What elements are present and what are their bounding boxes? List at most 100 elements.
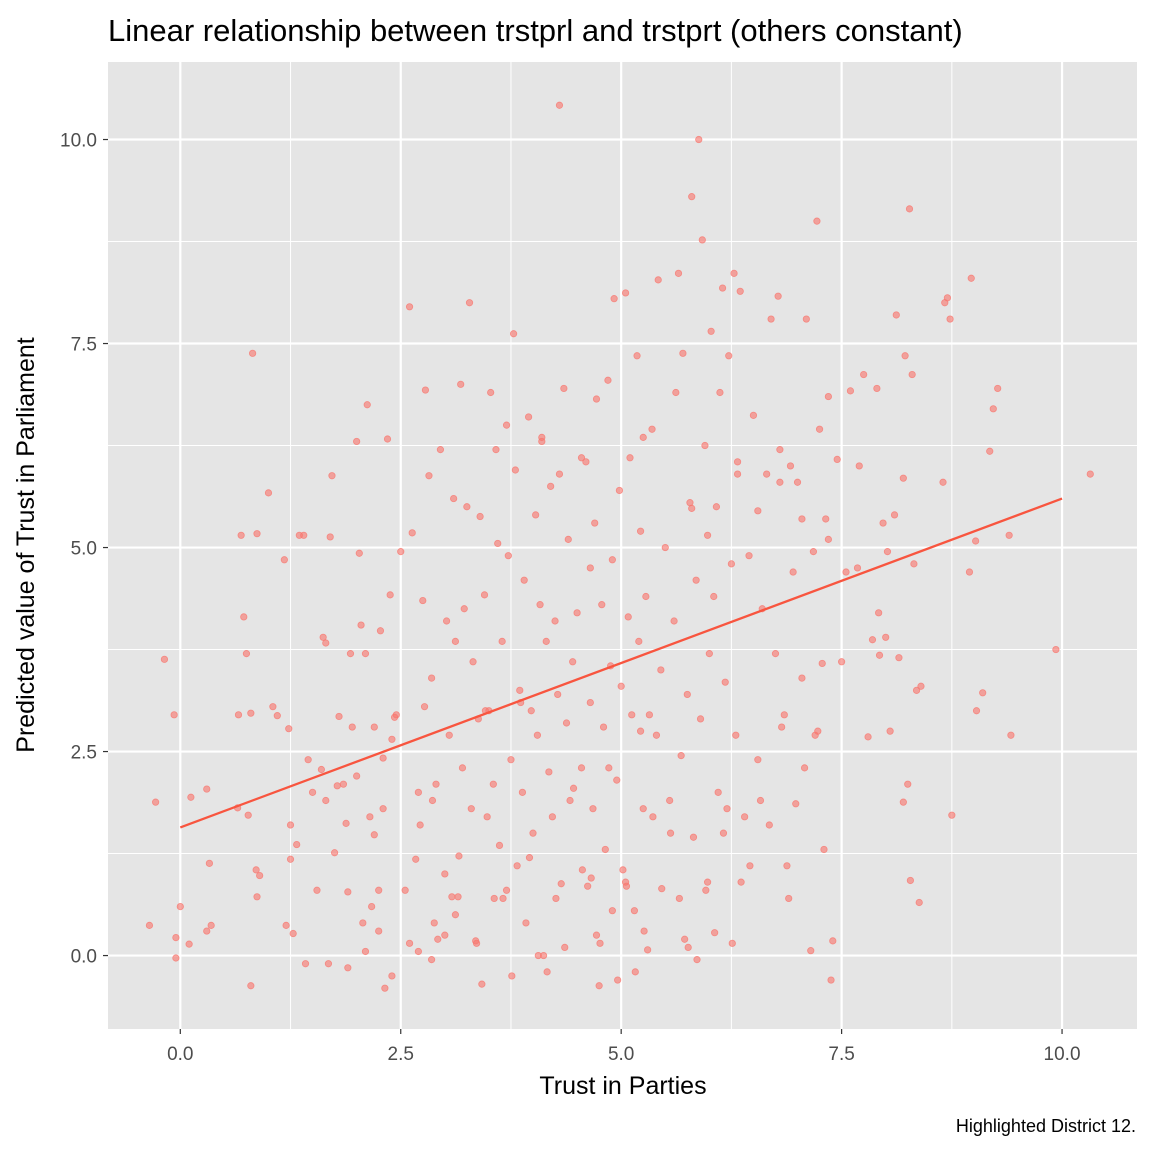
data-point	[741, 813, 749, 821]
data-point	[304, 756, 312, 764]
data-point	[448, 893, 456, 901]
x-tick-label: 2.5	[388, 1044, 414, 1065]
data-point	[388, 735, 396, 743]
data-point	[994, 384, 1002, 393]
data-point	[240, 613, 248, 621]
data-point	[979, 689, 987, 697]
data-point	[901, 352, 909, 360]
data-point	[824, 392, 832, 401]
data-point	[533, 731, 542, 739]
data-point	[639, 433, 647, 441]
data-point	[730, 269, 738, 277]
data-point	[649, 813, 657, 821]
data-point	[807, 947, 815, 955]
data-point	[293, 840, 301, 849]
data-point	[714, 788, 722, 796]
data-point	[498, 637, 506, 645]
data-point	[564, 535, 572, 543]
data-point	[610, 295, 618, 303]
data-point	[383, 435, 392, 443]
data-point	[538, 433, 546, 441]
data-point	[529, 829, 537, 837]
data-point	[434, 935, 442, 943]
data-point	[716, 388, 724, 397]
data-point	[727, 560, 735, 568]
data-point	[467, 805, 475, 813]
x-tick-label: 0.0	[167, 1044, 193, 1065]
data-point	[335, 712, 343, 721]
data-point	[324, 960, 333, 968]
data-point	[543, 968, 551, 976]
data-point	[701, 441, 709, 450]
data-point	[986, 447, 994, 455]
data-point	[322, 639, 330, 647]
data-point	[692, 576, 700, 584]
data-point	[416, 821, 424, 829]
data-point	[428, 956, 436, 964]
data-point	[375, 886, 383, 894]
data-point	[648, 425, 656, 433]
data-point	[732, 731, 740, 739]
data-point	[203, 785, 211, 793]
data-point	[586, 564, 594, 572]
data-point	[552, 894, 560, 903]
data-point	[613, 776, 621, 784]
data-point	[510, 330, 518, 338]
data-point	[890, 511, 899, 519]
data-point	[584, 882, 592, 890]
data-point	[696, 715, 705, 723]
data-point	[545, 768, 553, 776]
data-point	[527, 707, 535, 715]
data-point	[247, 982, 255, 990]
data-point	[520, 576, 528, 584]
data-point	[445, 731, 453, 739]
data-point	[379, 805, 387, 813]
data-point	[172, 934, 180, 942]
data-point	[386, 591, 394, 599]
data-point	[577, 764, 586, 772]
data-point	[698, 236, 706, 244]
data-point	[478, 980, 486, 988]
data-point	[499, 894, 507, 903]
data-point	[809, 548, 817, 556]
data-point	[430, 919, 438, 927]
data-point	[566, 796, 574, 805]
data-point	[319, 633, 327, 641]
data-point	[689, 833, 698, 841]
data-point	[628, 711, 636, 719]
chart-title: Linear relationship between trstprl and …	[108, 13, 963, 48]
data-point	[693, 956, 701, 964]
data-point	[344, 964, 352, 972]
data-point	[683, 690, 691, 699]
data-point	[441, 870, 449, 878]
data-point	[1086, 470, 1094, 478]
data-point	[237, 531, 245, 539]
data-point	[562, 719, 571, 727]
data-point	[745, 552, 753, 560]
data-point	[425, 472, 433, 480]
data-point	[442, 617, 451, 625]
data-point	[401, 886, 409, 894]
data-point	[749, 411, 758, 419]
data-point	[582, 458, 590, 466]
data-point	[721, 678, 729, 686]
data-point	[253, 893, 261, 901]
data-point	[441, 931, 449, 939]
data-point	[657, 666, 665, 674]
data-point	[172, 954, 180, 962]
data-point	[454, 893, 462, 901]
data-point	[636, 727, 645, 735]
data-point	[511, 466, 519, 474]
data-point	[379, 754, 387, 762]
data-point	[421, 386, 430, 394]
data-point	[428, 674, 436, 682]
data-point	[684, 943, 692, 951]
data-point	[300, 531, 308, 539]
data-point	[269, 703, 277, 711]
data-point	[886, 727, 894, 735]
data-point	[746, 862, 754, 870]
data-point	[359, 919, 367, 927]
data-point	[786, 462, 795, 470]
data-point	[605, 764, 613, 772]
data-point	[483, 813, 491, 821]
